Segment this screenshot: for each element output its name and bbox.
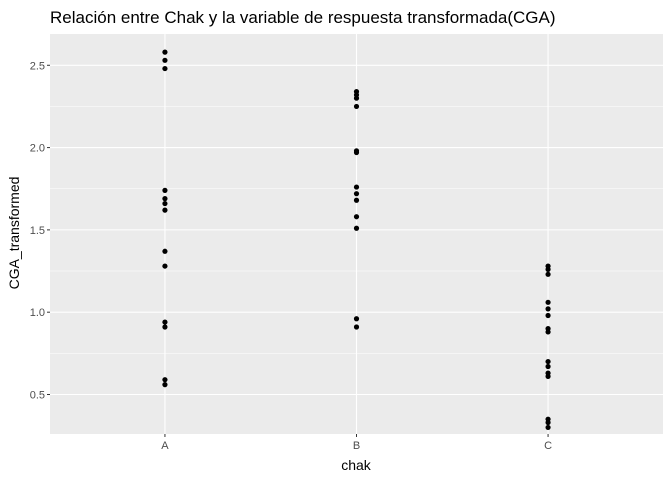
data-point xyxy=(353,197,360,203)
data-point xyxy=(162,248,168,254)
data-point xyxy=(545,299,551,305)
data-point xyxy=(162,57,168,63)
data-points xyxy=(162,49,551,431)
y-tick-label: 0.5 xyxy=(30,389,45,401)
data-point xyxy=(545,271,551,277)
data-point xyxy=(353,225,360,231)
y-axis-title: CGA_transformed xyxy=(6,177,22,290)
chart-title: Relación entre Chak y la variable de res… xyxy=(50,8,556,27)
x-tick-label: A xyxy=(161,440,169,452)
data-point xyxy=(162,377,168,383)
x-tick-label: C xyxy=(544,440,552,452)
data-point xyxy=(545,329,551,335)
x-axis: A B C xyxy=(161,434,552,452)
y-tick-label: 1.0 xyxy=(30,307,45,319)
y-tick-label: 1.5 xyxy=(30,225,45,237)
data-point xyxy=(545,266,551,272)
data-point xyxy=(353,184,360,190)
data-point xyxy=(545,306,551,312)
data-point xyxy=(162,196,168,202)
data-point xyxy=(162,65,168,72)
data-point xyxy=(162,207,168,213)
data-point xyxy=(353,191,360,197)
data-point xyxy=(162,382,168,388)
data-point xyxy=(545,373,551,379)
data-point xyxy=(353,316,360,322)
x-tick-label: B xyxy=(353,440,360,452)
data-point xyxy=(162,319,168,325)
data-point xyxy=(162,324,168,330)
data-point xyxy=(545,312,551,319)
data-point xyxy=(545,358,551,365)
x-axis-title: chak xyxy=(341,457,372,473)
data-point xyxy=(545,419,551,426)
data-point xyxy=(162,200,168,207)
data-point xyxy=(545,363,551,370)
y-tick-label: 2.5 xyxy=(30,60,45,72)
data-point xyxy=(162,263,168,269)
data-point xyxy=(545,424,551,431)
data-point xyxy=(353,103,360,110)
data-point xyxy=(353,214,360,220)
data-point xyxy=(353,95,360,101)
data-point xyxy=(162,49,168,55)
data-point xyxy=(353,324,360,330)
data-point xyxy=(162,187,168,193)
y-tick-label: 2.0 xyxy=(30,143,45,155)
data-point xyxy=(353,149,360,156)
major-gridlines xyxy=(50,34,663,434)
y-axis: 0.5 1.0 1.5 2.0 2.5 xyxy=(30,60,50,401)
